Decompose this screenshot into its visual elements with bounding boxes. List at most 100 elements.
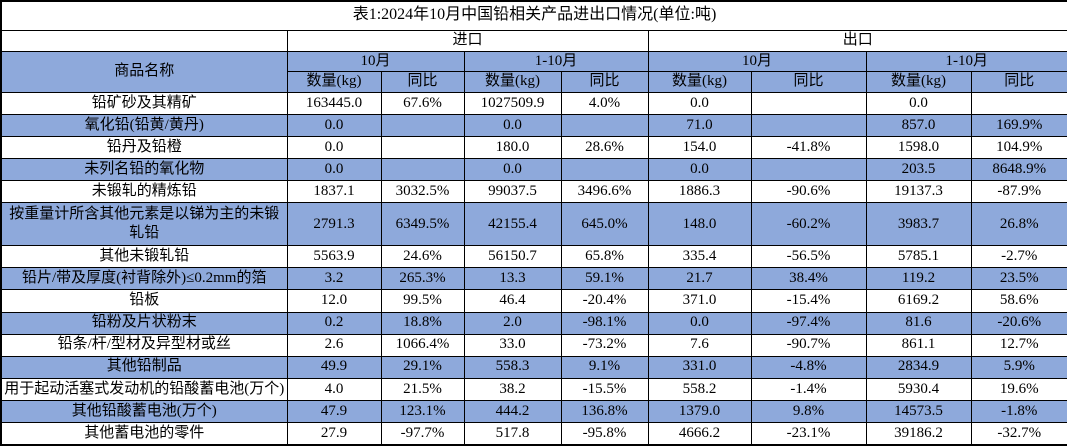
export-oct-yoy-cell: -41.8% bbox=[750, 136, 867, 160]
export-jan-oct-qty-cell: 1598.0 bbox=[865, 136, 972, 160]
export-jan-oct-yoy-cell: -1.8% bbox=[970, 399, 1067, 423]
import-oct-yoy-cell: 3032.5% bbox=[380, 180, 465, 204]
import-oct-yoy-cell: 123.1% bbox=[380, 399, 465, 423]
export-jan-oct-qty-cell: 861.1 bbox=[865, 333, 972, 357]
export-oct-qty-cell: 4666.2 bbox=[647, 421, 752, 446]
product-name-cell: 未锻轧的精炼铅 bbox=[0, 180, 288, 204]
export-section-header: 出口 bbox=[647, 29, 1067, 52]
import-oct-yoy-cell: 99.5% bbox=[380, 289, 465, 313]
table-row: 其他蓄电池的零件 27.9 -97.7% 517.8 -95.8% 4666.2… bbox=[0, 421, 1067, 446]
table-row: 按重量计所含其他元素是以锑为主的未锻轧铅 2791.3 6349.5% 4215… bbox=[0, 202, 1067, 247]
export-oct-header: 10月 bbox=[647, 50, 867, 72]
import-oct-qty-cell: 0.0 bbox=[286, 114, 382, 138]
table-title: 表1:2024年10月中国铅相关产品进出口情况(单位:吨) bbox=[0, 0, 1067, 31]
import-jan-oct-yoy-cell: -20.4% bbox=[560, 289, 649, 313]
export-jan-oct-yoy-cell: 5.9% bbox=[970, 355, 1067, 379]
export-jan-oct-qty-header: 数量(kg) bbox=[865, 71, 972, 93]
export-oct-qty-cell: 21.7 bbox=[647, 267, 752, 291]
export-jan-oct-qty-cell: 14573.5 bbox=[865, 399, 972, 423]
import-oct-qty-cell: 0.2 bbox=[286, 311, 382, 335]
import-jan-oct-qty-cell: 0.0 bbox=[463, 114, 562, 138]
product-name-cell: 铅条/杆/型材及异型材或丝 bbox=[0, 333, 288, 357]
export-oct-yoy-cell: -90.7% bbox=[750, 333, 867, 357]
import-oct-qty-cell: 2791.3 bbox=[286, 202, 382, 247]
export-oct-qty-cell: 0.0 bbox=[647, 91, 752, 116]
export-jan-oct-qty-cell: 5785.1 bbox=[865, 245, 972, 269]
export-jan-oct-yoy-cell: 26.8% bbox=[970, 202, 1067, 247]
export-jan-oct-yoy-cell: -20.6% bbox=[970, 311, 1067, 335]
export-jan-oct-qty-cell: 19137.3 bbox=[865, 180, 972, 204]
export-oct-yoy-cell bbox=[750, 158, 867, 182]
import-jan-oct-yoy-cell: 28.6% bbox=[560, 136, 649, 160]
export-jan-oct-yoy-cell: 12.7% bbox=[970, 333, 1067, 357]
import-oct-qty-cell: 2.6 bbox=[286, 333, 382, 357]
import-oct-yoy-cell: 67.6% bbox=[380, 91, 465, 116]
title-row: 表1:2024年10月中国铅相关产品进出口情况(单位:吨) bbox=[0, 0, 1067, 31]
import-jan-oct-qty-cell: 180.0 bbox=[463, 136, 562, 160]
export-jan-oct-yoy-cell: -2.7% bbox=[970, 245, 1067, 269]
import-jan-oct-yoy-cell: 4.0% bbox=[560, 91, 649, 116]
import-jan-oct-yoy-cell: -15.5% bbox=[560, 377, 649, 401]
import-jan-oct-qty-cell: 42155.4 bbox=[463, 202, 562, 247]
export-oct-yoy-cell: -97.4% bbox=[750, 311, 867, 335]
export-oct-qty-cell: 0.0 bbox=[647, 311, 752, 335]
table-row: 铅片/带及厚度(衬背除外)≤0.2mm的箔 3.2 265.3% 13.3 59… bbox=[0, 267, 1067, 291]
import-oct-yoy-cell: 18.8% bbox=[380, 311, 465, 335]
period-header-row: 商品名称 10月 1-10月 10月 1-10月 bbox=[0, 50, 1067, 93]
import-jan-oct-yoy-cell: 65.8% bbox=[560, 245, 649, 269]
export-jan-oct-qty-cell: 2834.9 bbox=[865, 355, 972, 379]
export-jan-oct-yoy-cell: 58.6% bbox=[970, 289, 1067, 313]
product-name-header: 商品名称 bbox=[0, 50, 288, 93]
export-jan-oct-yoy-cell bbox=[970, 91, 1067, 116]
table-row: 其他未锻轧铅 5563.9 24.6% 56150.7 65.8% 335.4 … bbox=[0, 245, 1067, 269]
export-oct-qty-header: 数量(kg) bbox=[647, 71, 752, 93]
export-oct-qty-cell: 71.0 bbox=[647, 114, 752, 138]
export-oct-yoy-cell: -56.5% bbox=[750, 245, 867, 269]
import-oct-qty-cell: 1837.1 bbox=[286, 180, 382, 204]
export-jan-oct-qty-cell: 857.0 bbox=[865, 114, 972, 138]
import-jan-oct-yoy-header: 同比 bbox=[560, 71, 649, 93]
export-oct-yoy-cell bbox=[750, 91, 867, 116]
export-oct-qty-cell: 7.6 bbox=[647, 333, 752, 357]
import-jan-oct-yoy-cell: 136.8% bbox=[560, 399, 649, 423]
export-oct-qty-cell: 335.4 bbox=[647, 245, 752, 269]
import-jan-oct-qty-cell: 1027509.9 bbox=[463, 91, 562, 116]
export-oct-yoy-header: 同比 bbox=[750, 71, 867, 93]
product-name-cell: 氧化铅(铅黄/黄丹) bbox=[0, 114, 288, 138]
import-jan-oct-header: 1-10月 bbox=[463, 50, 649, 72]
import-jan-oct-yoy-cell: 3496.6% bbox=[560, 180, 649, 204]
import-oct-header: 10月 bbox=[286, 50, 465, 72]
export-jan-oct-qty-cell: 39186.2 bbox=[865, 421, 972, 446]
table-row: 铅粉及片状粉末 0.2 18.8% 2.0 -98.1% 0.0 -97.4% … bbox=[0, 311, 1067, 335]
import-oct-yoy-cell bbox=[380, 114, 465, 138]
export-jan-oct-qty-cell: 203.5 bbox=[865, 158, 972, 182]
export-oct-qty-cell: 371.0 bbox=[647, 289, 752, 313]
export-jan-oct-qty-cell: 0.0 bbox=[865, 91, 972, 116]
import-oct-qty-cell: 27.9 bbox=[286, 421, 382, 446]
product-name-cell: 其他铅制品 bbox=[0, 355, 288, 379]
import-oct-yoy-header: 同比 bbox=[380, 71, 465, 93]
import-jan-oct-yoy-cell bbox=[560, 114, 649, 138]
import-jan-oct-qty-cell: 517.8 bbox=[463, 421, 562, 446]
export-jan-oct-header: 1-10月 bbox=[865, 50, 1067, 72]
export-jan-oct-qty-cell: 5930.4 bbox=[865, 377, 972, 401]
import-jan-oct-qty-cell: 13.3 bbox=[463, 267, 562, 291]
table-row: 未列名铅的氧化物 0.0 0.0 0.0 203.5 8648.9% bbox=[0, 158, 1067, 182]
table-row: 未锻轧的精炼铅 1837.1 3032.5% 99037.5 3496.6% 1… bbox=[0, 180, 1067, 204]
import-jan-oct-yoy-cell bbox=[560, 158, 649, 182]
import-jan-oct-qty-cell: 56150.7 bbox=[463, 245, 562, 269]
product-name-cell: 未列名铅的氧化物 bbox=[0, 158, 288, 182]
table-row: 其他铅酸蓄电池(万个) 47.9 123.1% 444.2 136.8% 137… bbox=[0, 399, 1067, 423]
export-jan-oct-yoy-header: 同比 bbox=[970, 71, 1067, 93]
import-jan-oct-yoy-cell: -73.2% bbox=[560, 333, 649, 357]
import-section-header: 进口 bbox=[286, 29, 649, 52]
import-oct-qty-cell: 12.0 bbox=[286, 289, 382, 313]
export-oct-qty-cell: 154.0 bbox=[647, 136, 752, 160]
export-jan-oct-yoy-cell: 23.5% bbox=[970, 267, 1067, 291]
import-jan-oct-qty-cell: 46.4 bbox=[463, 289, 562, 313]
import-oct-yoy-cell bbox=[380, 136, 465, 160]
export-jan-oct-yoy-cell: 8648.9% bbox=[970, 158, 1067, 182]
import-jan-oct-qty-cell: 33.0 bbox=[463, 333, 562, 357]
import-oct-qty-header: 数量(kg) bbox=[286, 71, 382, 93]
